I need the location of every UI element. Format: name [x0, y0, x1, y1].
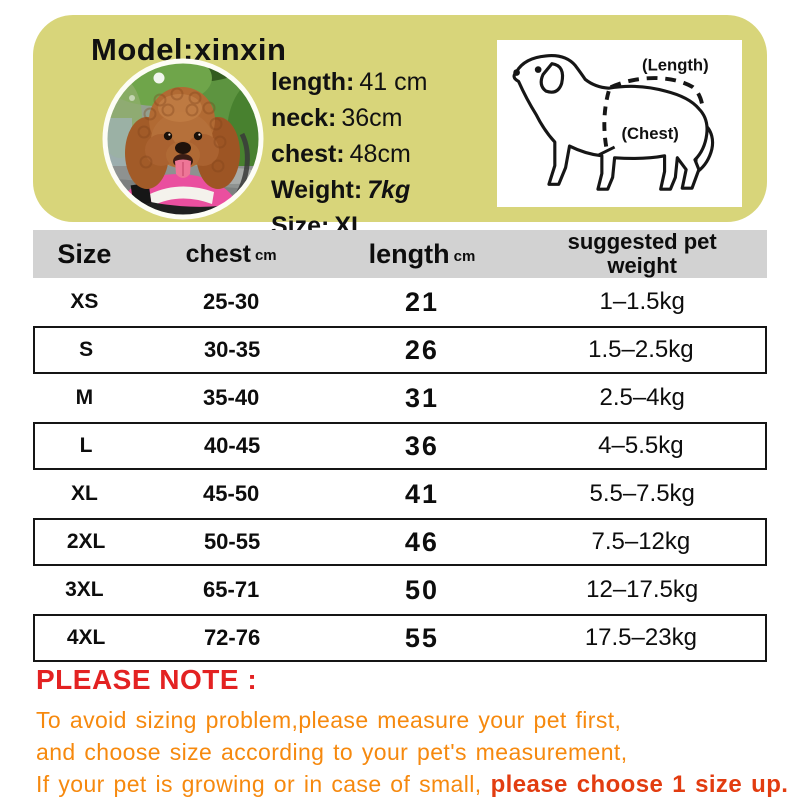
length-dash-line: [609, 76, 705, 110]
chest-dash-line: [602, 90, 611, 151]
note-line-1: To avoid sizing problem,please measure y…: [36, 707, 622, 733]
column-header-size: Size: [57, 238, 112, 269]
column-header-length: length cm: [368, 238, 476, 269]
note-section: PLEASE NOTE : To avoid sizing problem,pl…: [36, 664, 789, 798]
chest-unit: cm: [254, 246, 277, 264]
note-title: PLEASE NOTE :: [36, 664, 258, 695]
column-header-weight: suggested pet weight: [567, 229, 717, 278]
note-line-3: If your pet is growing or in case of sma…: [36, 771, 789, 798]
column-header-chest: chest cm: [185, 239, 277, 268]
note-line-2: and choose size according to your pet's …: [36, 739, 628, 765]
measurement-neck: neck: 36cm: [271, 104, 403, 132]
length-unit: cm: [453, 247, 476, 265]
dog-diagram-icon: (Length) (Chest): [512, 54, 715, 191]
size-table-header: Size chest cm length cm suggested pet weig…: [33, 230, 767, 278]
table-row-xs: XS 25-30 21 1–1.5kg: [33, 278, 767, 326]
table-row-s: S 30-35 26 1.5–2.5kg: [33, 326, 767, 374]
table-row-4xl: 4XL 72-76 55 17.5–23kg: [33, 614, 767, 662]
table-row-xl: XL 45-50 41 5.5–7.5kg: [33, 470, 767, 518]
size-table: Size chest cm length cm suggested pet weig…: [33, 230, 767, 662]
measurement-chest: chest: 48cm: [271, 140, 411, 168]
table-row-m: M 35-40 31 2.5–4kg: [33, 374, 767, 422]
measurement-weight: Weight: 7kg: [271, 176, 411, 204]
table-row-l: L 40-45 36 4–5.5kg: [33, 422, 767, 470]
table-row-2xl: 2XL 50-55 46 7.5–12kg: [33, 518, 767, 566]
table-row-3xl: 3XL 65-71 50 12–17.5kg: [33, 566, 767, 614]
note-lines: To avoid sizing problem,please measure y…: [36, 707, 789, 798]
model-dog-photo: [102, 58, 264, 220]
measurement-diagram: (Length) (Chest): [497, 40, 742, 207]
diagram-chest-label: (Chest): [621, 124, 678, 143]
model-measurements: length: 41 cm neck: 36cm chest: 48cm Weight…: [271, 68, 427, 241]
diagram-length-label: (Length): [642, 56, 709, 75]
note-highlight: please choose 1 size up.: [481, 771, 789, 798]
model-info-panel: Model:xinxin: [33, 15, 767, 240]
measurement-length: length: 41 cm: [271, 68, 428, 96]
dog-photo-icon: [102, 58, 264, 220]
